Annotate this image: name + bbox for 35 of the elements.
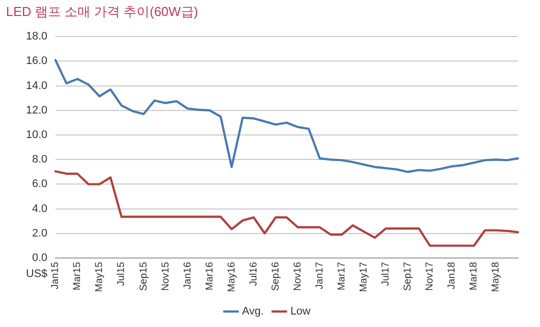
y-tick-label: 2.0 [32, 227, 48, 240]
x-tick-label: Sep17 [402, 262, 414, 291]
x-tick-label: Nov16 [292, 262, 304, 291]
x-tick-label: Mar18 [468, 262, 480, 290]
x-tick-label: Jan15 [50, 262, 62, 290]
y-tick-label: 12.0 [26, 104, 48, 116]
x-tick-label: Jul15 [116, 262, 128, 286]
x-tick-label: May16 [226, 262, 238, 292]
y-tick-label: 16.0 [26, 55, 48, 68]
x-tick-label: Jan18 [446, 262, 458, 290]
y-axis-title: US$ [26, 268, 48, 280]
y-tick-label: 10.0 [26, 129, 48, 142]
x-tick-label: Jul17 [380, 262, 392, 286]
x-tick-label: Jan16 [182, 262, 194, 290]
x-tick-label: Jul16 [248, 262, 260, 286]
legend-label: Avg. [242, 306, 264, 318]
y-tick-label: 0.0 [32, 252, 48, 264]
x-tick-label: May17 [358, 262, 370, 292]
x-tick-label: Mar16 [204, 262, 216, 290]
x-tick-label: Sep16 [270, 262, 282, 291]
y-tick-label: 4.0 [32, 202, 48, 215]
legend-label: Low [290, 306, 311, 318]
y-tick-label: 14.0 [26, 80, 48, 92]
y-tick-label: 18.0 [26, 30, 48, 43]
x-tick-label: May15 [94, 262, 106, 292]
x-tick-label: Nov15 [160, 262, 172, 291]
x-tick-label: Jan17 [314, 262, 326, 290]
x-tick-label: Mar17 [336, 262, 348, 290]
x-tick-label: May18 [490, 262, 502, 292]
x-tick-label: Mar15 [72, 262, 84, 290]
y-tick-label: 6.0 [32, 178, 48, 190]
chart-title: LED 램프 소매 가격 추이(60W급) [6, 3, 198, 21]
x-tick-label: Nov17 [424, 262, 436, 291]
y-tick-label: 8.0 [32, 154, 48, 166]
x-tick-label: Sep15 [138, 262, 150, 291]
